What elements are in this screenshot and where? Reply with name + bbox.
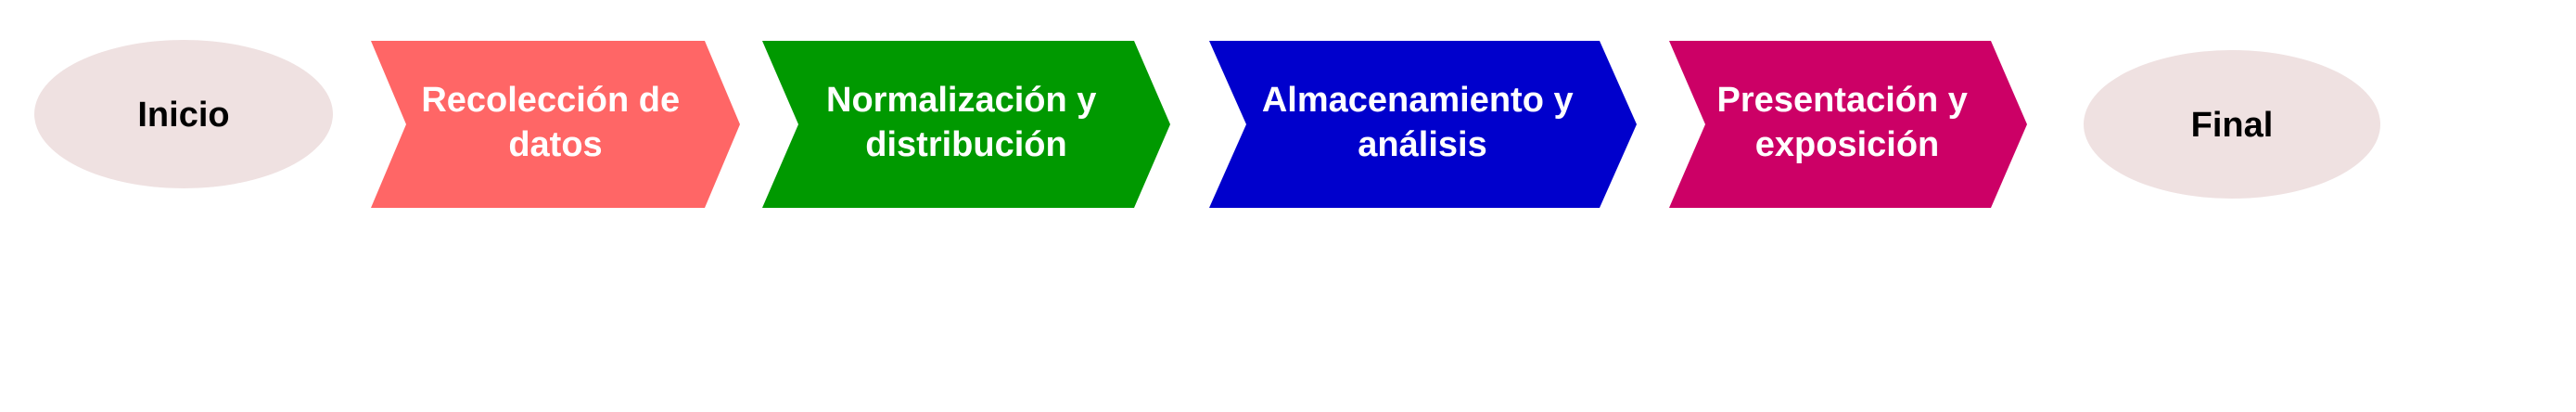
step-label: Presentación y exposición bbox=[1717, 81, 1978, 164]
step-chevron bbox=[371, 41, 740, 208]
step-label: Almacenamiento y análisis bbox=[1262, 81, 1583, 164]
start-ellipse bbox=[34, 40, 333, 188]
step-chevron bbox=[1209, 41, 1637, 208]
step-normalizacion: Normalización y distribución bbox=[762, 41, 1170, 208]
step-almacenamiento: Almacenamiento y análisis bbox=[1209, 41, 1637, 208]
step-chevron bbox=[762, 41, 1170, 208]
step-recoleccion: Recolección de datos bbox=[371, 41, 740, 208]
step-label: Recolección de datos bbox=[421, 81, 689, 164]
step-label: Normalización y distribución bbox=[826, 81, 1106, 164]
step-label-line-1: Recolección de bbox=[421, 81, 680, 120]
step-label-line-1: Presentación y bbox=[1717, 81, 1968, 120]
end-label: Final bbox=[2191, 106, 2274, 145]
end-ellipse bbox=[2084, 50, 2380, 199]
step-label-line-2: datos bbox=[508, 125, 602, 164]
step-chevron bbox=[1669, 41, 2027, 208]
step-label-line-2: distribución bbox=[865, 125, 1066, 164]
step-presentacion: Presentación y exposición bbox=[1669, 41, 2027, 208]
start-label: Inicio bbox=[137, 96, 229, 135]
end-node: Final bbox=[2084, 50, 2380, 199]
step-label-line-2: exposición bbox=[1755, 125, 1940, 164]
step-label-line-2: análisis bbox=[1358, 125, 1486, 164]
step-label-line-1: Almacenamiento y bbox=[1262, 81, 1574, 120]
start-node: Inicio bbox=[34, 40, 333, 188]
step-label-line-1: Normalización y bbox=[826, 81, 1096, 120]
